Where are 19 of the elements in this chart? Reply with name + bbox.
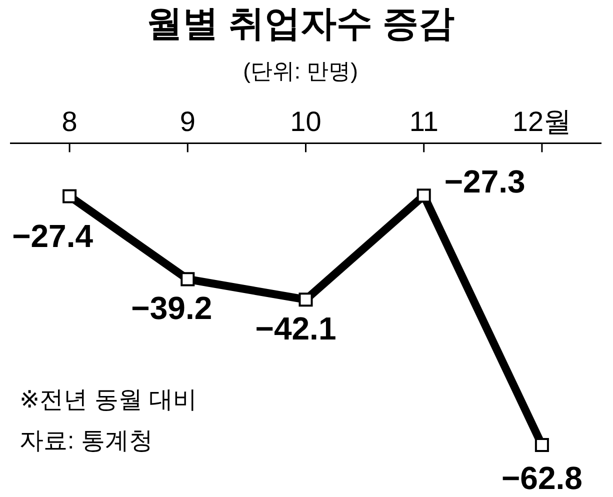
- point: [180, 272, 195, 286]
- x-tick-label: 10: [290, 106, 322, 138]
- point: [416, 188, 431, 203]
- annotation: 자료: 통계청: [20, 428, 153, 455]
- chart-title: 월별 취업자수 증감: [146, 2, 455, 44]
- chart-subtitle: (단위: 만명): [243, 58, 358, 84]
- x-tick-label: 12월: [512, 106, 572, 138]
- data-label: −27.3: [444, 163, 526, 200]
- data-label: −39.2: [131, 290, 212, 326]
- data-label: −27.4: [12, 218, 94, 254]
- annotation: ※전년 동월 대비: [20, 386, 197, 414]
- point: [62, 189, 77, 204]
- point: [534, 438, 549, 452]
- data-label: −42.1: [255, 310, 336, 346]
- x-tick-label: 9: [180, 106, 196, 138]
- point: [298, 292, 313, 307]
- data-label: −62.8: [501, 460, 582, 496]
- x-tick-label: 8: [62, 106, 78, 138]
- x-tick-label: 11: [409, 106, 438, 138]
